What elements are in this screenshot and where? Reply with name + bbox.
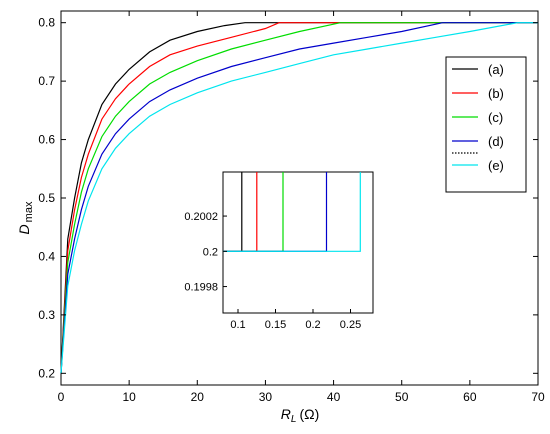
series-line-b	[60, 22, 538, 374]
inset-y-tick-label: 0.2002	[184, 211, 218, 223]
y-tick-label: 0.8	[38, 16, 55, 30]
x-tick-label: 70	[531, 390, 545, 404]
x-tick-label: 50	[395, 390, 409, 404]
series-line-c	[60, 22, 538, 374]
inset-plot: 0.1 0.15 0.2 0.25 0.1998 0.2 0.2002	[184, 171, 374, 331]
series-line-d	[60, 22, 538, 374]
inset-x-axis: 0.1 0.15 0.2 0.25	[230, 309, 361, 331]
legend-label-a: (a)	[488, 62, 504, 77]
inset-x-tick-label: 0.25	[340, 319, 361, 331]
legend-label-d: (d)	[488, 134, 504, 149]
inset-x-tick-label: 0.2	[305, 319, 320, 331]
y-tick-label: 0.5	[38, 191, 55, 205]
inset-x-tick-label: 0.1	[230, 319, 245, 331]
legend-box	[445, 56, 527, 193]
inset-series-group	[223, 172, 361, 252]
y-tick-label: 0.2	[38, 366, 55, 380]
y-tick-label: 0.4	[38, 249, 55, 263]
series-line-a	[60, 22, 538, 374]
x-tick-label: 0	[58, 390, 65, 404]
inset-series-line-e	[223, 172, 361, 252]
legend-label-e: (e)	[488, 158, 504, 173]
inset-y-tick-label: 0.2	[203, 246, 218, 258]
y-tick-label: 0.3	[38, 308, 55, 322]
series-line-e	[60, 22, 538, 374]
x-tick-label: 10	[122, 390, 136, 404]
inset-plot-frame	[222, 171, 374, 314]
main-y-axis: 0.2 0.3 0.4 0.5 0.6 0.7 0.8	[38, 16, 538, 380]
y-tick-label: 0.7	[38, 74, 55, 88]
main-plot: 0 10 20 30 40 50 60 70 0.2 0.3 0.4 0.5 0.6 0.7 0.8	[38, 10, 545, 404]
legend: (a) (b) (c) (d) (e)	[445, 56, 527, 193]
x-tick-label: 40	[327, 390, 341, 404]
legend-label-c: (c)	[488, 110, 503, 125]
x-tick-label: 60	[463, 390, 477, 404]
y-axis-title: Dmax	[16, 201, 35, 234]
inset-x-tick-label: 0.15	[265, 319, 286, 331]
x-axis-title: RL (Ω)	[281, 406, 319, 425]
inset-y-axis: 0.1998 0.2 0.2002	[184, 211, 227, 294]
inset-y-tick-label: 0.1998	[184, 282, 218, 294]
legend-label-b: (b)	[488, 86, 504, 101]
main-series-group	[60, 22, 538, 374]
x-tick-label: 30	[259, 390, 273, 404]
main-x-axis: 0 10 20 30 40 50 60 70	[58, 11, 545, 404]
y-tick-label: 0.6	[38, 133, 55, 147]
x-tick-label: 20	[191, 390, 205, 404]
